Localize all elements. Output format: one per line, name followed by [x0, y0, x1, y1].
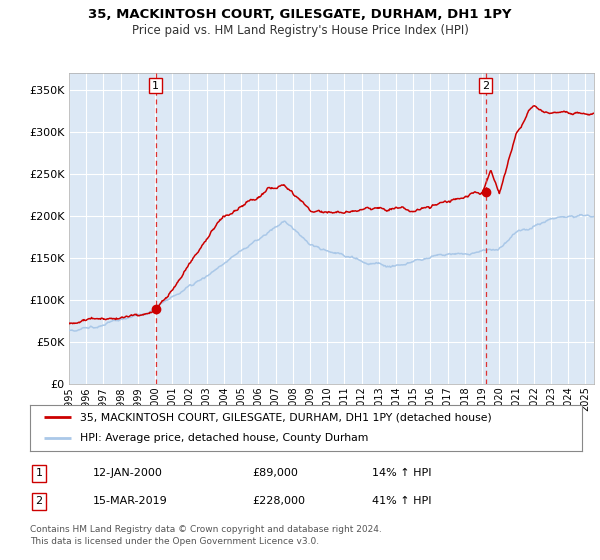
Text: 1: 1	[152, 81, 159, 91]
Text: 14% ↑ HPI: 14% ↑ HPI	[372, 468, 431, 478]
Text: 2: 2	[482, 81, 489, 91]
Text: 15-MAR-2019: 15-MAR-2019	[93, 496, 168, 506]
Text: Contains HM Land Registry data © Crown copyright and database right 2024.
This d: Contains HM Land Registry data © Crown c…	[30, 525, 382, 546]
Text: £89,000: £89,000	[252, 468, 298, 478]
Text: 1: 1	[35, 468, 43, 478]
Text: 41% ↑ HPI: 41% ↑ HPI	[372, 496, 431, 506]
Text: 2: 2	[35, 496, 43, 506]
Text: 35, MACKINTOSH COURT, GILESGATE, DURHAM, DH1 1PY (detached house): 35, MACKINTOSH COURT, GILESGATE, DURHAM,…	[80, 412, 491, 422]
Text: £228,000: £228,000	[252, 496, 305, 506]
Text: Price paid vs. HM Land Registry's House Price Index (HPI): Price paid vs. HM Land Registry's House …	[131, 24, 469, 36]
Text: 12-JAN-2000: 12-JAN-2000	[93, 468, 163, 478]
Text: HPI: Average price, detached house, County Durham: HPI: Average price, detached house, Coun…	[80, 433, 368, 444]
Text: 35, MACKINTOSH COURT, GILESGATE, DURHAM, DH1 1PY: 35, MACKINTOSH COURT, GILESGATE, DURHAM,…	[88, 8, 512, 21]
